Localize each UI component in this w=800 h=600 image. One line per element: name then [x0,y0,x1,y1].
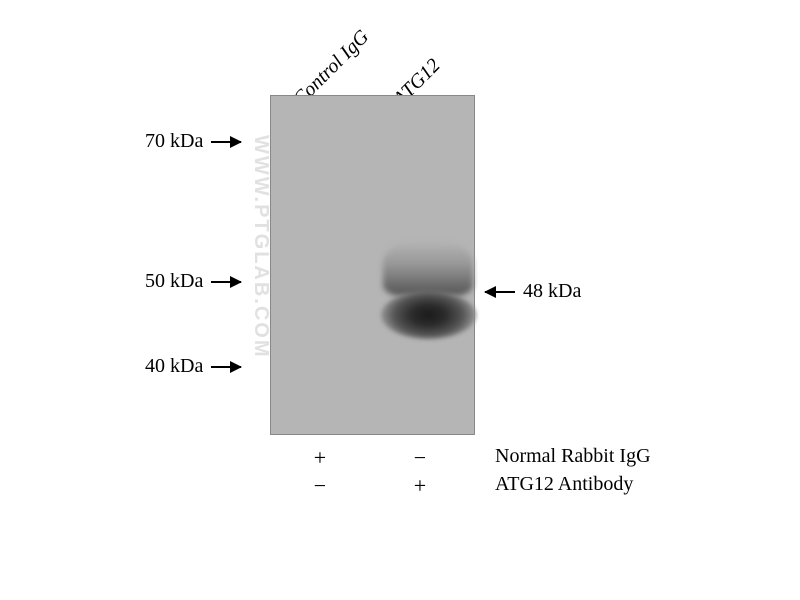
western-blot-figure: Control IgG ATG12 WWW.PTGLAB.COM 70 kDa … [70,10,730,590]
mw-marker-40: 40 kDa [145,355,241,378]
treatment-cell: + [270,445,370,473]
arrow-right-icon [211,281,241,283]
watermark: WWW.PTGLAB.COM [249,135,272,359]
mw-label-text: 40 kDa [145,355,203,377]
mw-label-text: 70 kDa [145,130,203,152]
result-label-text: 48 kDa [523,280,581,302]
treatment-row: + − [270,445,475,473]
result-band-label: 48 kDa [485,280,581,303]
mw-marker-70: 70 kDa [145,130,241,153]
treatment-cell: + [370,473,470,501]
treatment-grid: + − − + [270,445,475,501]
treatment-row: − + [270,473,475,501]
treatment-label-2: ATG12 Antibody [495,473,633,496]
band-smear [383,241,473,296]
treatment-cell: − [270,473,370,501]
lane-atg12 [371,96,471,434]
mw-label-text: 50 kDa [145,270,203,292]
gel-image [270,95,475,435]
arrow-left-icon [485,291,515,293]
treatment-label-1: Normal Rabbit IgG [495,445,651,468]
mw-marker-50: 50 kDa [145,270,241,293]
lane-control-igg [271,96,371,434]
arrow-right-icon [211,141,241,143]
treatment-cell: − [370,445,470,473]
arrow-right-icon [211,366,241,368]
band-48kda [381,291,476,339]
